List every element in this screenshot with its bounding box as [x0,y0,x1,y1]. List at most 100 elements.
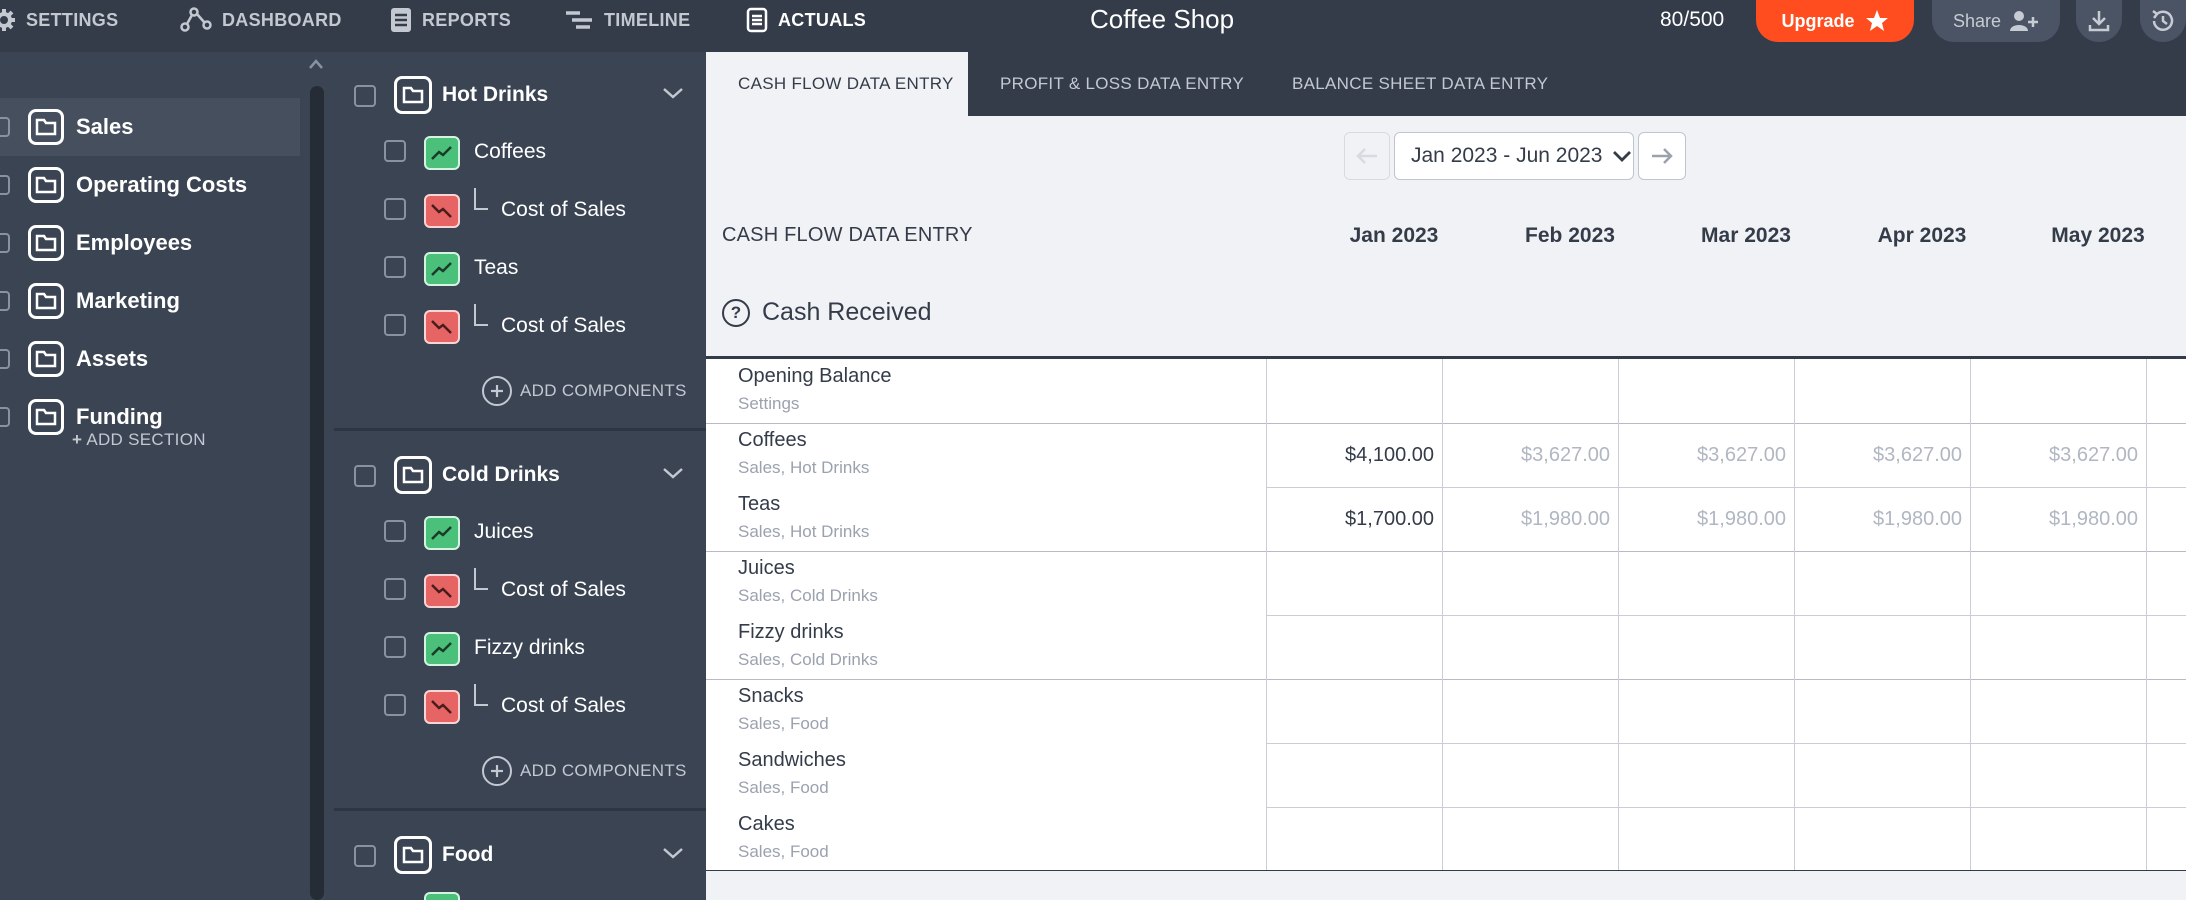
upgrade-button[interactable]: Upgrade [1756,0,1914,42]
nav-dashboard[interactable]: DASHBOARD [180,0,342,40]
component-item[interactable]: Juices [334,508,706,558]
value-cell[interactable] [1442,679,1618,743]
component-checkbox[interactable] [384,314,406,336]
value-cell[interactable] [1970,743,2146,807]
add-components-button[interactable]: ADD COMPONENTS [482,374,702,408]
download-button[interactable] [2076,0,2122,42]
sidebar-checkbox[interactable] [0,291,10,311]
component-checkbox[interactable] [384,256,406,278]
value-cell[interactable]: $1,980.00 [1618,487,1794,551]
value-cell[interactable] [1442,615,1618,679]
group-food[interactable]: Food [334,830,706,880]
value-cell[interactable] [1266,743,1442,807]
sidebar-item-marketing[interactable]: Marketing [0,272,300,330]
nav-timeline[interactable]: TIMELINE [564,0,690,40]
value-cell[interactable] [1618,807,1794,871]
value-cell[interactable] [1794,615,1970,679]
scroll-track[interactable] [310,86,324,900]
group-hot-drinks[interactable]: Hot Drinks [334,70,706,120]
component-item[interactable]: Cost of Sales [334,682,706,732]
sidebar-item-operating-costs[interactable]: Operating Costs [0,156,300,214]
nav-reports[interactable]: REPORTS [390,0,511,40]
value-cell[interactable] [1266,359,1442,423]
value-cell[interactable] [1442,743,1618,807]
sidebar-scrollbar[interactable] [302,52,330,900]
value-cell[interactable]: $4,100.00 [1266,423,1442,487]
sidebar-checkbox[interactable] [0,175,10,195]
value-cell[interactable] [2146,679,2186,743]
sidebar-checkbox[interactable] [0,233,10,253]
value-cell[interactable] [1794,679,1970,743]
period-select[interactable]: Jan 2023 - Jun 2023 [1394,132,1634,180]
history-button[interactable] [2140,0,2186,42]
value-cell[interactable] [2146,807,2186,871]
component-checkbox[interactable] [384,578,406,600]
value-cell[interactable] [1618,679,1794,743]
value-cell[interactable] [1266,807,1442,871]
chevron-up-icon[interactable] [308,58,324,70]
value-cell[interactable] [2146,743,2186,807]
sidebar-checkbox[interactable] [0,349,10,369]
component-item[interactable]: Cost of Sales [334,302,706,352]
help-icon[interactable]: ? [722,298,750,327]
group-checkbox[interactable] [354,845,376,867]
component-item[interactable]: Cost of Sales [334,566,706,616]
value-cell[interactable] [1618,743,1794,807]
next-period-button[interactable] [1638,132,1686,180]
value-cell[interactable]: $1,700.00 [1266,487,1442,551]
value-cell[interactable] [1618,359,1794,423]
share-button[interactable]: Share [1932,0,2060,42]
nav-settings[interactable]: SETTINGS [0,0,118,40]
value-cell[interactable] [1794,551,1970,615]
component-checkbox[interactable] [384,694,406,716]
tab-profit-loss[interactable]: PROFIT & LOSS DATA ENTRY [1000,74,1244,93]
value-cell[interactable]: $3,627.00 [1618,423,1794,487]
value-cell[interactable] [1442,359,1618,423]
value-cell[interactable]: $1,980.00 [1970,487,2146,551]
sidebar-item-employees[interactable]: Employees [0,214,300,272]
chevron-down-icon[interactable] [662,466,684,480]
value-cell[interactable]: $1,980.00 [1442,487,1618,551]
value-cell[interactable] [1442,551,1618,615]
value-cell[interactable] [1970,615,2146,679]
value-cell[interactable]: $3,627.00 [1442,423,1618,487]
chevron-down-icon[interactable] [662,846,684,860]
sidebar-item-sales[interactable]: Sales [0,98,300,156]
group-checkbox[interactable] [354,465,376,487]
value-cell[interactable]: $3,627.00 [1970,423,2146,487]
value-cell[interactable] [1970,551,2146,615]
add-section-button[interactable]: + ADD SECTION [72,430,206,450]
value-cell[interactable] [1442,807,1618,871]
value-cell[interactable] [1266,615,1442,679]
value-cell[interactable] [2146,359,2186,423]
value-cell[interactable] [1794,807,1970,871]
sidebar-item-assets[interactable]: Assets [0,330,300,388]
value-cell[interactable] [1266,679,1442,743]
value-cell[interactable] [2146,487,2186,551]
sidebar-checkbox[interactable] [0,117,10,137]
component-item[interactable]: Fizzy drinks [334,624,706,674]
component-checkbox[interactable] [384,140,406,162]
add-components-button[interactable]: ADD COMPONENTS [482,754,702,788]
value-cell[interactable]: $1,980.00 [1794,487,1970,551]
value-cell[interactable] [1618,615,1794,679]
value-cell[interactable] [1266,551,1442,615]
value-cell[interactable] [2146,423,2186,487]
component-item[interactable]: Cost of Sales [334,186,706,236]
value-cell[interactable] [1794,743,1970,807]
value-cell[interactable] [1970,679,2146,743]
value-cell[interactable] [1618,551,1794,615]
tab-cash-flow[interactable]: CASH FLOW DATA ENTRY [706,52,968,116]
component-checkbox[interactable] [384,636,406,658]
component-checkbox[interactable] [384,520,406,542]
sidebar-item-funding[interactable]: Funding [0,388,300,446]
tab-balance-sheet[interactable]: BALANCE SHEET DATA ENTRY [1292,74,1549,93]
group-checkbox[interactable] [354,85,376,107]
chevron-down-icon[interactable] [662,86,684,100]
component-checkbox[interactable] [384,198,406,220]
value-cell[interactable]: $3,627.00 [1794,423,1970,487]
value-cell[interactable] [1794,359,1970,423]
group-cold-drinks[interactable]: Cold Drinks [334,450,706,500]
value-cell[interactable] [2146,551,2186,615]
previous-period-button[interactable] [1344,132,1390,180]
